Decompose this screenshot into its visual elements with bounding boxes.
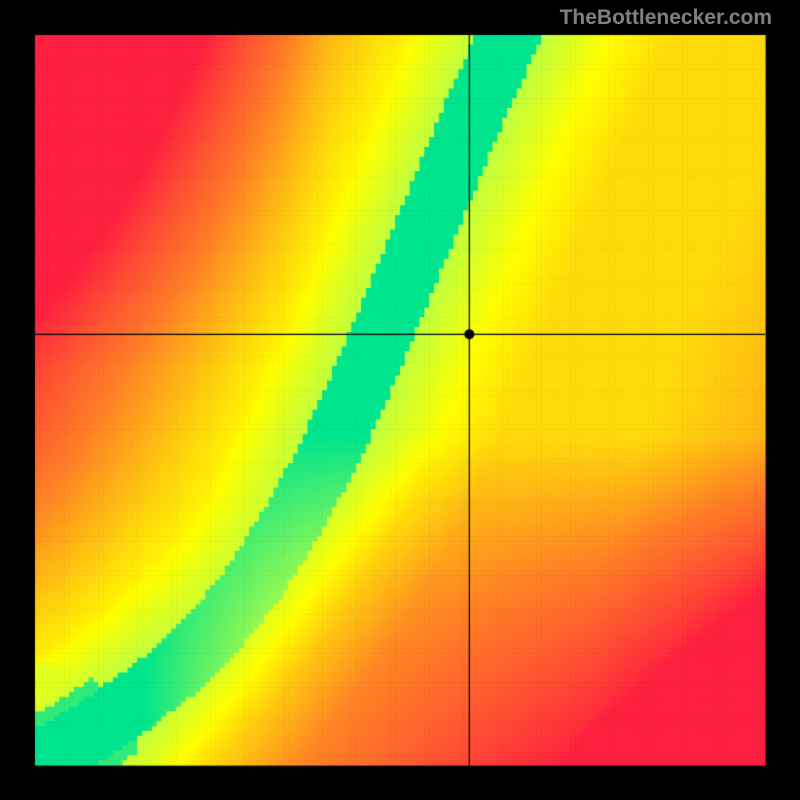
chart-container: TheBottlenecker.com [0,0,800,800]
bottleneck-heatmap [0,0,800,800]
watermark-text: TheBottlenecker.com [560,6,772,30]
